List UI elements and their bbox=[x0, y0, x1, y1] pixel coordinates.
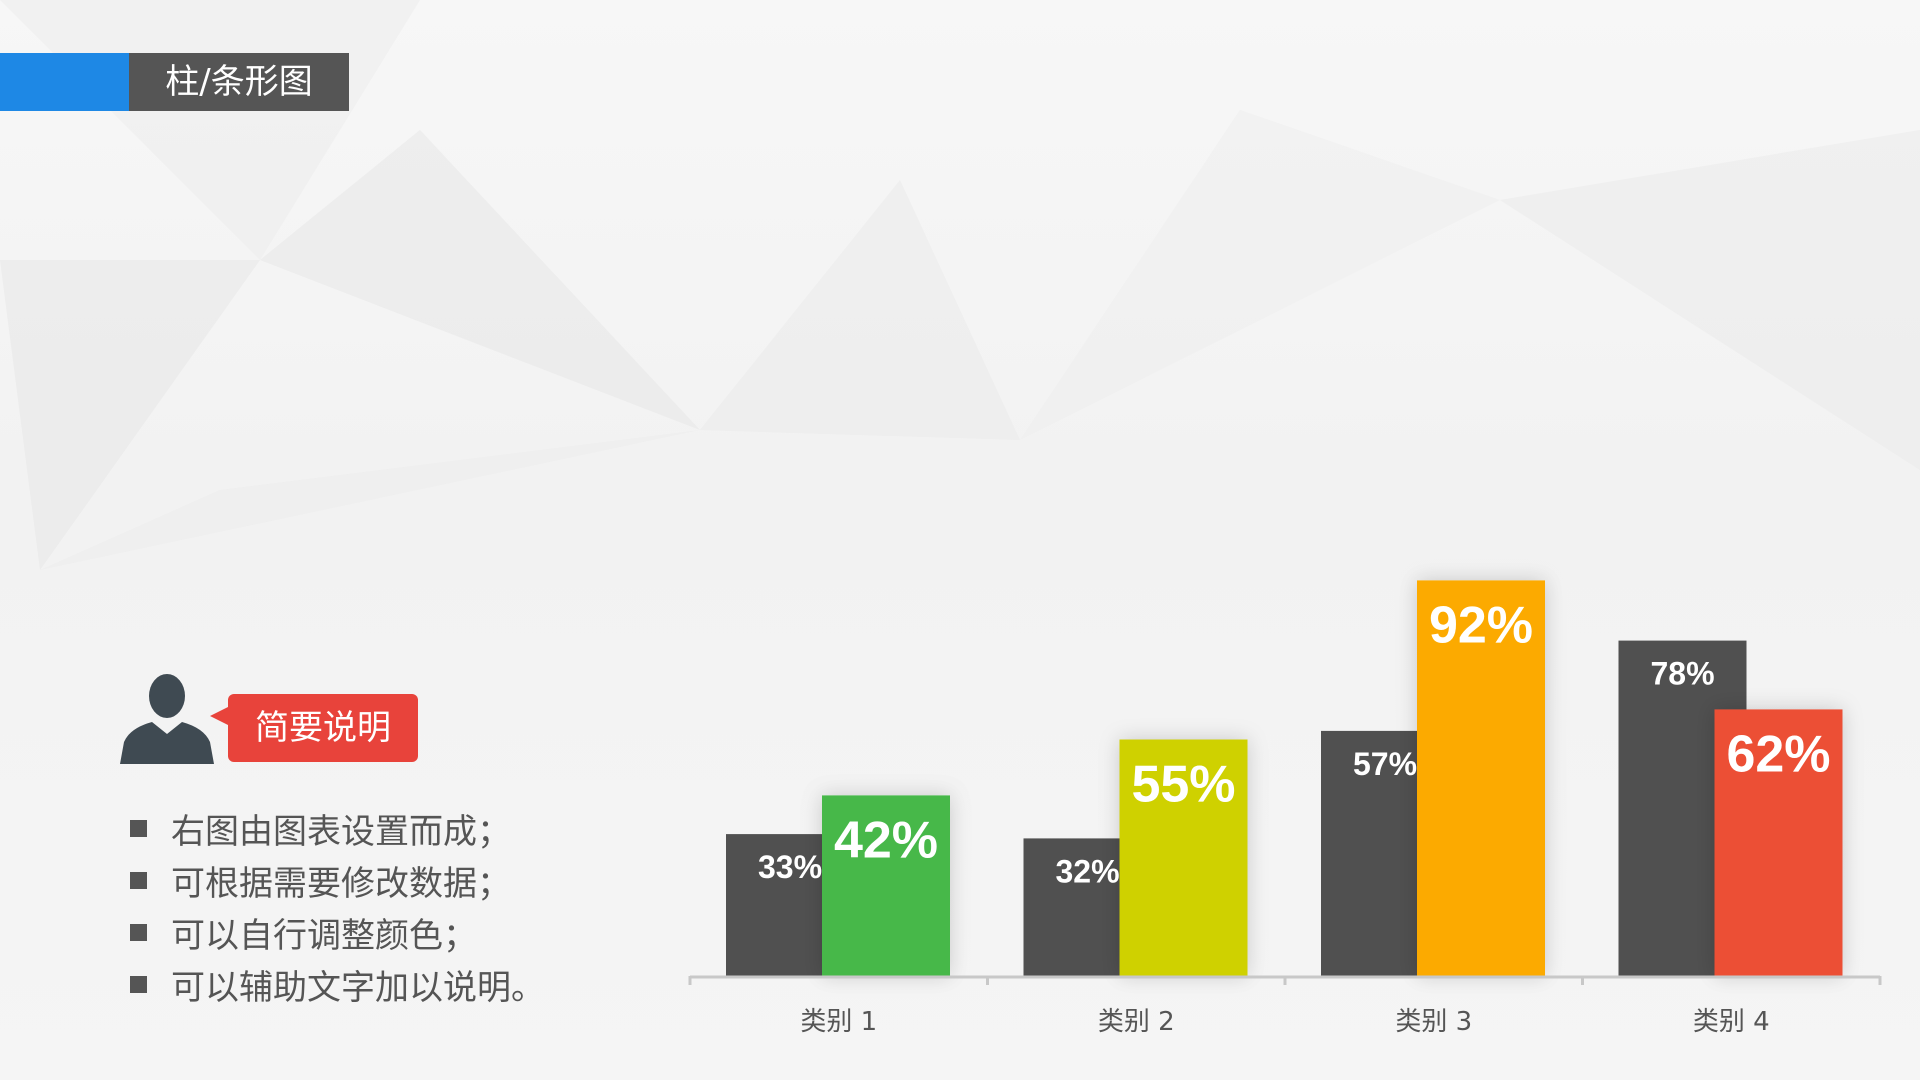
slide-title: 柱/条形图 bbox=[129, 53, 349, 111]
data-label: 42% bbox=[834, 811, 938, 869]
bar-series2 bbox=[822, 795, 950, 976]
bullet-square-icon bbox=[130, 871, 147, 889]
person-icon bbox=[120, 674, 214, 764]
list-item-text: 可根据需要修改数据； bbox=[171, 863, 511, 904]
x-axis-tick-label: 类别 3 bbox=[1395, 1007, 1472, 1037]
list-item: 可以辅助文字加以说明。 bbox=[130, 958, 545, 1010]
callout-tail bbox=[210, 706, 230, 726]
data-label: 78% bbox=[1650, 656, 1714, 692]
data-label: 55% bbox=[1131, 756, 1235, 814]
x-axis-tick-label: 类别 1 bbox=[800, 1007, 877, 1037]
bar-series2 bbox=[1119, 739, 1248, 976]
title-accent-block bbox=[0, 53, 129, 111]
bullet-square-icon bbox=[130, 819, 147, 837]
slide-title-bar: 柱/条形图 bbox=[0, 53, 349, 111]
data-label: 32% bbox=[1055, 853, 1119, 889]
bullet-square-icon bbox=[130, 923, 147, 941]
description-list: 右图由图表设置而成； 可根据需要修改数据； 可以自行调整颜色； 可以辅助文字加以… bbox=[130, 802, 545, 1010]
data-label: 57% bbox=[1353, 746, 1417, 782]
data-label: 33% bbox=[758, 849, 822, 885]
list-item-text: 可以自行调整颜色； bbox=[171, 915, 477, 956]
data-label: 62% bbox=[1726, 725, 1830, 783]
summary-callout: 简要说明 bbox=[228, 694, 418, 762]
bullet-square-icon bbox=[130, 975, 147, 993]
data-label: 92% bbox=[1429, 596, 1533, 654]
bar-series2 bbox=[1417, 580, 1545, 976]
list-item: 可以自行调整颜色； bbox=[130, 906, 545, 958]
list-item: 可根据需要修改数据； bbox=[130, 854, 545, 906]
x-axis-tick-label: 类别 2 bbox=[1098, 1007, 1175, 1037]
x-axis-tick-label: 类别 4 bbox=[1693, 1007, 1770, 1037]
list-item-text: 可以辅助文字加以说明。 bbox=[171, 967, 545, 1008]
bar-series2 bbox=[1714, 709, 1843, 976]
list-item: 右图由图表设置而成； bbox=[130, 802, 545, 854]
list-item-text: 右图由图表设置而成； bbox=[171, 811, 511, 852]
